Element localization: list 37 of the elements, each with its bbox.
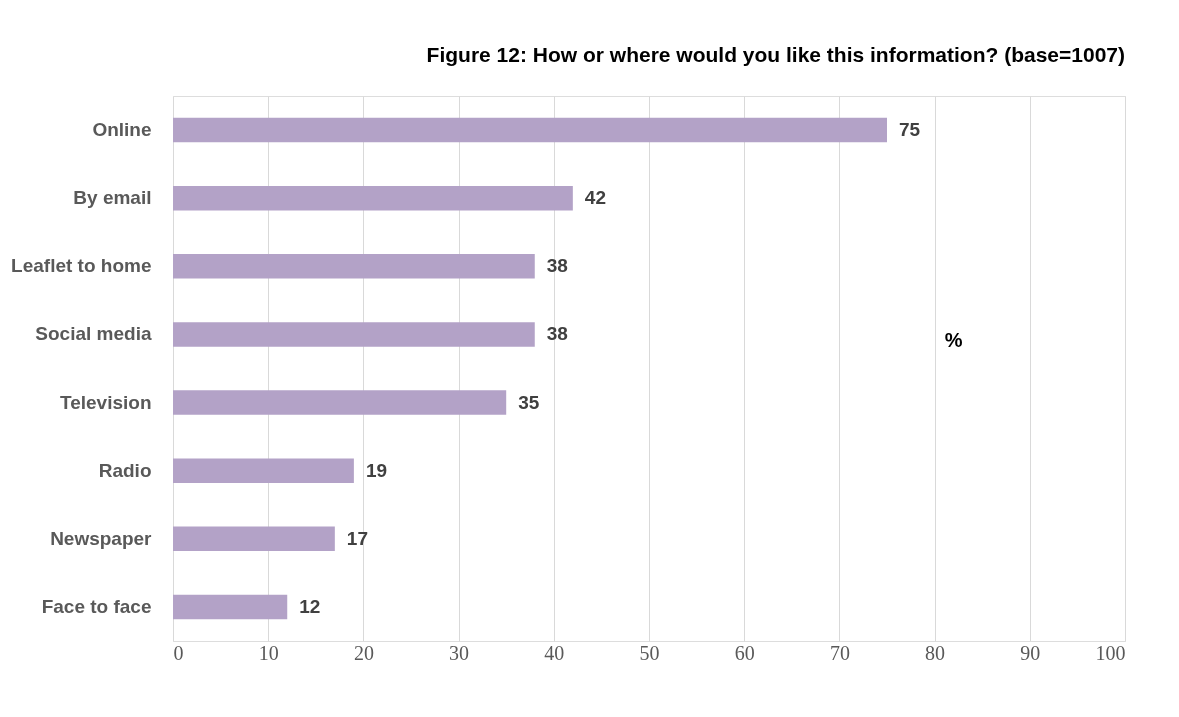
bar [173,254,535,279]
x-tick-label: 50 [639,641,660,664]
y-tick-label: Newspaper [50,527,153,549]
data-label: 17 [346,527,368,549]
y-tick-label: Radio [98,459,152,481]
x-tick-label: 20 [353,641,374,664]
x-tick-label: 90 [1020,641,1041,664]
x-tick-label: 70 [829,641,850,664]
x-tick-label: 60 [734,641,755,664]
bar [173,594,288,620]
data-label: 38 [546,255,568,277]
data-label: 35 [518,391,540,413]
x-tick-label: 10 [258,641,279,664]
y-tick-label: Online [92,119,152,141]
data-label: 75 [899,119,921,141]
x-tick-label: 30 [449,641,470,664]
y-tick-label: Social media [35,323,152,345]
bar [173,322,535,347]
chart-title: Figure 12: How or where would you like this information? (base=1007) [426,43,1125,66]
annotation: % [944,329,963,352]
y-tick-label: Leaflet to home [11,255,152,277]
x-tick-label: 100 [1095,641,1126,664]
x-tick-label: 0 [173,641,184,664]
bar [173,185,573,211]
data-label: 19 [365,459,388,481]
bar [173,390,507,415]
y-tick-label: Face to face [41,595,152,617]
bar [173,458,354,483]
data-label: 38 [546,323,568,345]
bar [173,117,887,143]
data-label: 42 [584,187,606,209]
data-label: 12 [299,595,321,617]
y-tick-label: By email [73,187,152,209]
bar [173,526,335,552]
x-tick-label: 80 [925,641,946,664]
y-tick-label: Television [59,391,152,413]
x-tick-label: 40 [544,641,565,664]
